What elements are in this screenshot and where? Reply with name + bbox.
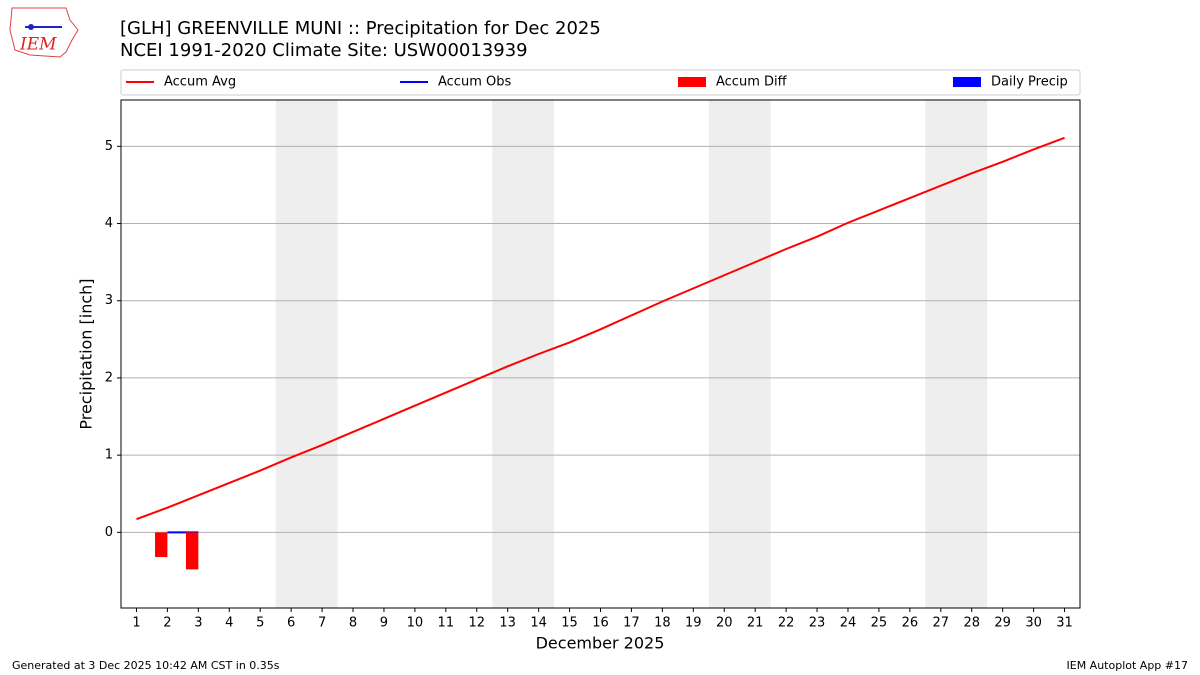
legend-label: Accum Obs	[438, 75, 511, 90]
weekend-shade	[925, 100, 988, 608]
x-tick-label: 24	[840, 616, 857, 631]
x-tick-label: 26	[902, 616, 919, 631]
y-tick-label: 4	[105, 216, 113, 231]
weekend-shade	[275, 100, 338, 608]
legend-label: Accum Avg	[164, 75, 236, 90]
x-tick-label: 5	[256, 616, 264, 631]
weekend-shade	[708, 100, 771, 608]
line-0	[136, 136, 1065, 521]
bar	[155, 532, 168, 558]
x-tick-label: 20	[716, 616, 733, 631]
x-tick-label: 1	[132, 616, 140, 631]
y-tick-label: 3	[105, 293, 113, 308]
logo-outline	[9, 7, 79, 58]
x-tick-label: 27	[933, 616, 950, 631]
logo-text: IEM	[19, 35, 57, 55]
legend-box	[120, 69, 1081, 96]
legend-label: Accum Diff	[716, 75, 788, 90]
plot-frame	[120, 99, 1081, 609]
x-tick-label: 12	[468, 616, 485, 631]
footer-left: Generated at 3 Dec 2025 10:42 AM CST in …	[12, 659, 280, 672]
x-tick-label: 9	[380, 616, 388, 631]
x-tick-label: 13	[499, 616, 516, 631]
x-tick-label: 11	[438, 616, 455, 631]
legend-label: Daily Precip	[991, 75, 1068, 90]
x-tick-label: 10	[407, 616, 424, 631]
y-tick-label: 5	[105, 139, 113, 154]
x-axis-label: December 2025	[536, 634, 665, 653]
chart-title: [GLH] GREENVILLE MUNI :: Precipitation f…	[120, 18, 601, 39]
logo-icon	[28, 24, 34, 30]
y-axis-label: Precipitation [inch]	[77, 278, 96, 429]
x-tick-label: 29	[994, 616, 1011, 631]
x-tick-label: 7	[318, 616, 326, 631]
x-tick-label: 28	[963, 616, 980, 631]
logo: IEM	[9, 7, 79, 58]
x-tick-label: 22	[778, 616, 795, 631]
x-tick-label: 3	[194, 616, 202, 631]
x-tick-label: 14	[530, 616, 547, 631]
x-tick-label: 18	[654, 616, 671, 631]
x-tick-label: 21	[747, 616, 764, 631]
weekend-shade	[492, 100, 555, 608]
x-tick-label: 2	[163, 616, 171, 631]
legend-swatch	[953, 77, 981, 87]
x-tick-label: 16	[592, 616, 609, 631]
x-tick-label: 19	[685, 616, 702, 631]
x-tick-label: 6	[287, 616, 295, 631]
y-tick-label: 2	[105, 370, 113, 385]
y-tick-label: 0	[105, 525, 113, 540]
footer-right: IEM Autoplot App #17	[1067, 659, 1189, 672]
y-tick-label: 1	[105, 448, 113, 463]
x-tick-label: 8	[349, 616, 357, 631]
x-tick-label: 17	[623, 616, 640, 631]
x-tick-label: 25	[871, 616, 888, 631]
x-tick-label: 30	[1025, 616, 1042, 631]
legend-swatch	[678, 77, 706, 87]
bar	[185, 532, 199, 570]
x-tick-label: 15	[561, 616, 578, 631]
chart-subtitle: NCEI 1991-2020 Climate Site: USW00013939	[120, 40, 528, 61]
x-tick-label: 4	[225, 616, 233, 631]
x-tick-label: 23	[809, 616, 826, 631]
x-tick-label: 31	[1056, 616, 1073, 631]
